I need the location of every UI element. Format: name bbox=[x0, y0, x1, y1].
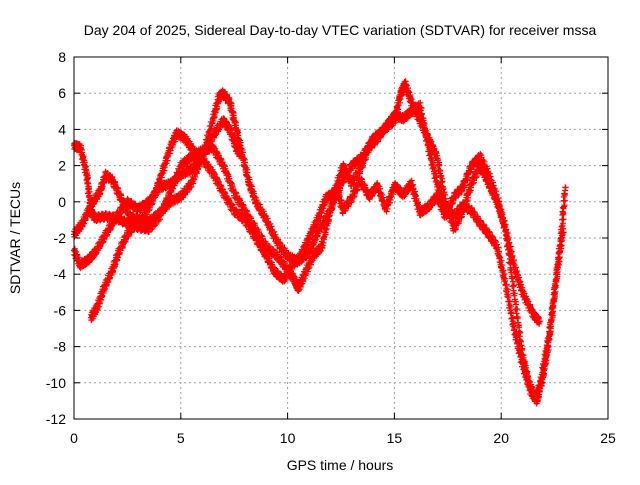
x-tick-label: 10 bbox=[280, 430, 296, 446]
data-point bbox=[562, 198, 568, 204]
y-tick-label: 6 bbox=[58, 85, 66, 101]
y-tick-label: -8 bbox=[54, 339, 67, 355]
x-tick-label: 20 bbox=[493, 430, 509, 446]
y-tick-label: 4 bbox=[58, 121, 66, 137]
data-layer bbox=[71, 78, 569, 406]
y-tick-label: -4 bbox=[54, 266, 67, 282]
y-tick-label: 0 bbox=[58, 194, 66, 210]
series-track-4 bbox=[88, 100, 566, 407]
x-tick-label: 5 bbox=[177, 430, 185, 446]
y-tick-label: -2 bbox=[54, 230, 67, 246]
chart-title: Day 204 of 2025, Sidereal Day-to-day VTE… bbox=[84, 22, 597, 38]
y-tick-label: 8 bbox=[58, 49, 66, 65]
data-point bbox=[560, 216, 566, 222]
data-point bbox=[562, 184, 568, 190]
y-tick-label: -12 bbox=[46, 411, 66, 427]
y-tick-label: 2 bbox=[58, 158, 66, 174]
y-tick-label: -10 bbox=[46, 375, 66, 391]
data-point bbox=[510, 288, 516, 294]
x-tick-label: 25 bbox=[600, 430, 616, 446]
x-tick-label: 15 bbox=[387, 430, 403, 446]
y-tick-label: -6 bbox=[54, 302, 67, 318]
x-tick-label: 0 bbox=[70, 430, 78, 446]
